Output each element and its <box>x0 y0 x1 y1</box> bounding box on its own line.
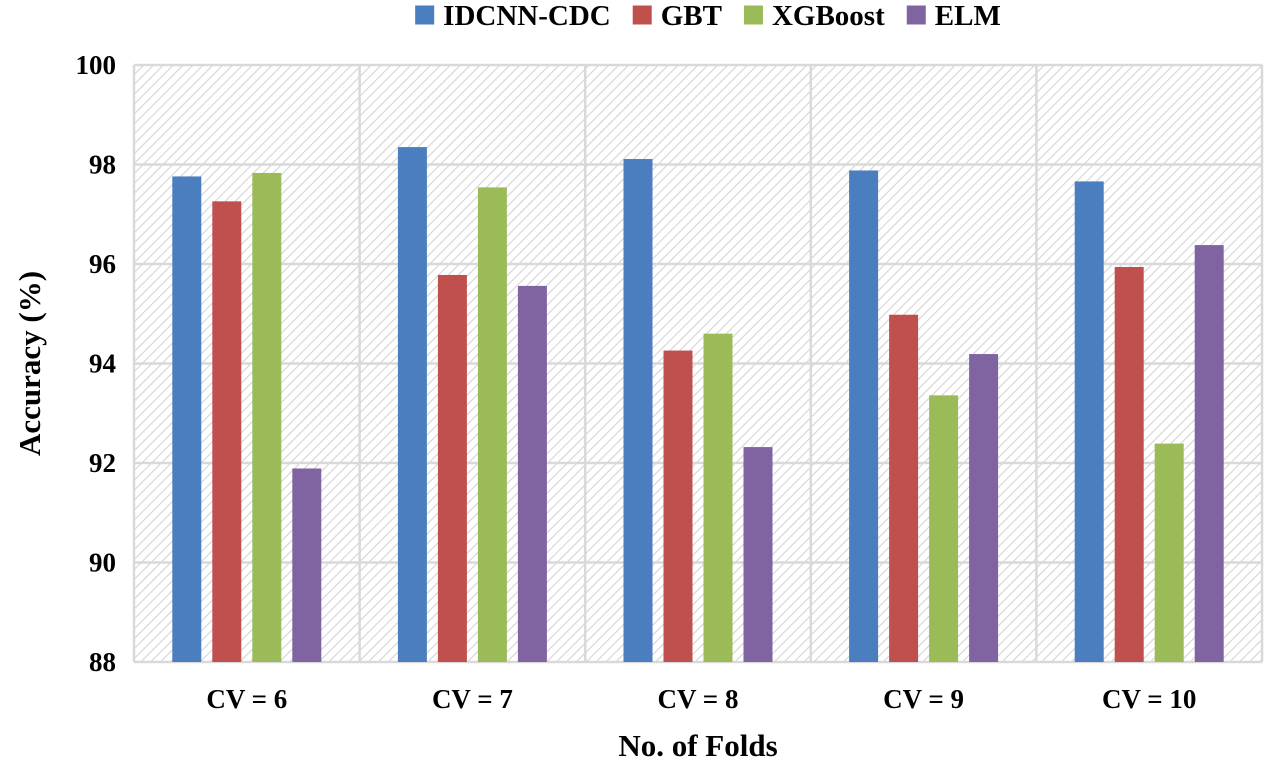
bar-gbt-4 <box>889 314 919 662</box>
bar-gbt-2 <box>437 274 467 662</box>
legend-swatch-elm <box>906 5 926 25</box>
y-tick-label: 92 <box>89 448 116 478</box>
y-tick-label: 96 <box>89 249 116 279</box>
y-axis-title: Accuracy (%) <box>12 271 47 456</box>
legend-swatch-gbt <box>632 5 652 25</box>
legend-swatch-idcnn-cdc <box>415 5 435 25</box>
bar-xgboost-3 <box>703 333 733 662</box>
legend-label: ELM <box>935 0 1001 32</box>
legend-label: IDCNN-CDC <box>443 0 611 32</box>
bar-elm-3 <box>743 447 773 662</box>
bar-xgboost-1 <box>252 172 282 662</box>
y-axis-ticks: 88 90 92 94 96 98 100 <box>76 50 117 677</box>
gridlines <box>132 63 1264 664</box>
y-tick-label: 90 <box>89 548 116 578</box>
bar-idcnn-cdc-5 <box>1074 181 1104 663</box>
bar-idcnn-cdc-3 <box>623 159 653 662</box>
x-axis-title: No. of Folds <box>618 728 777 763</box>
bar-elm-2 <box>517 285 547 662</box>
bar-gbt-3 <box>663 350 693 662</box>
bar-elm-1 <box>292 468 322 662</box>
x-tick-label: CV = 6 <box>206 684 287 714</box>
x-tick-label: CV = 10 <box>1102 684 1196 714</box>
y-tick-label: 100 <box>76 50 117 80</box>
x-tick-label: CV = 7 <box>432 684 513 714</box>
bar-xgboost-2 <box>477 187 507 662</box>
bar-idcnn-cdc-2 <box>397 147 427 662</box>
legend: IDCNN-CDC GBT XGBoost ELM <box>415 0 1001 32</box>
bars <box>172 147 1224 663</box>
x-tick-label: CV = 9 <box>883 684 964 714</box>
legend-label: GBT <box>661 0 722 32</box>
y-tick-label: 98 <box>89 150 116 180</box>
x-tick-label: CV = 8 <box>658 684 739 714</box>
legend-label: XGBoost <box>772 0 885 32</box>
bar-gbt-5 <box>1114 266 1144 662</box>
bar-xgboost-4 <box>929 395 959 662</box>
bar-elm-4 <box>969 354 999 662</box>
bar-gbt-1 <box>212 201 242 662</box>
y-tick-label: 88 <box>89 647 116 677</box>
bar-elm-5 <box>1194 245 1224 662</box>
bar-idcnn-cdc-4 <box>849 170 879 662</box>
bar-idcnn-cdc-1 <box>172 176 202 662</box>
legend-swatch-xgboost <box>743 5 763 25</box>
y-tick-label: 94 <box>89 349 116 379</box>
bar-xgboost-5 <box>1154 443 1184 662</box>
x-axis-ticks: CV = 6 CV = 7 CV = 8 CV = 9 CV = 10 <box>206 684 1196 714</box>
